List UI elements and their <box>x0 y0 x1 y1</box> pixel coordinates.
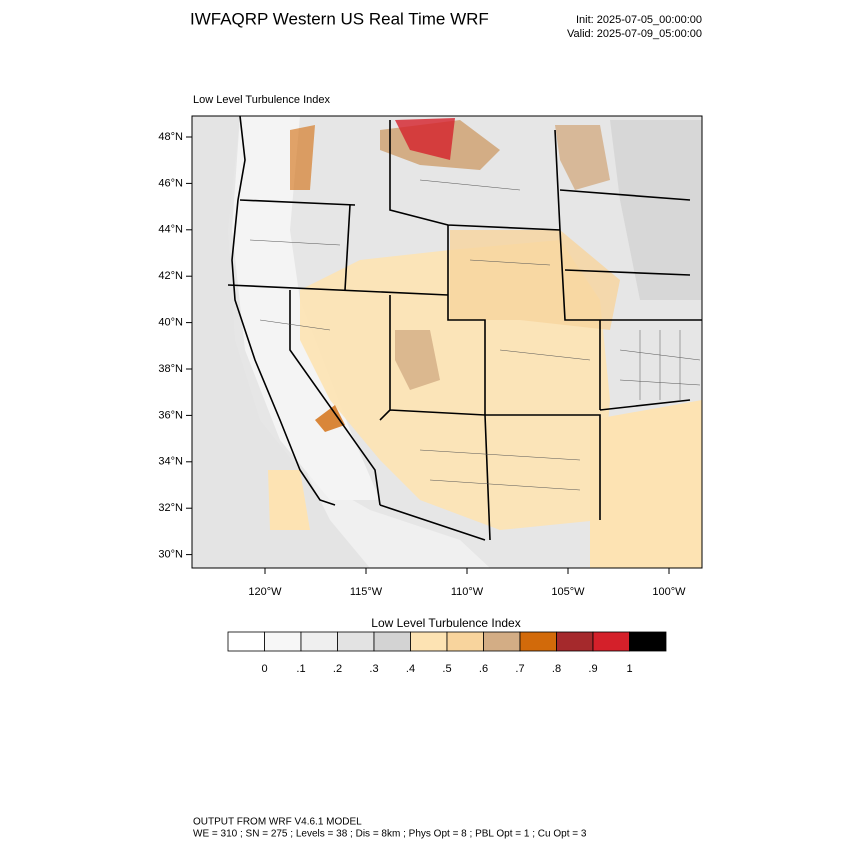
lat-label: 40°N <box>158 317 183 329</box>
colorbar-tick-label: 0 <box>261 663 267 675</box>
colorbar-box <box>337 631 375 652</box>
colorbar-box <box>410 631 448 652</box>
colorbar-box <box>483 631 521 652</box>
colorbar-box <box>373 631 411 652</box>
colorbar-box <box>300 631 338 652</box>
colorbar-tick-label: .5 <box>442 663 451 675</box>
init-time: Init: 2025-07-05_00:00:00 <box>576 14 702 26</box>
colorbar-tick-label: .1 <box>296 663 305 675</box>
footer-line: WE = 310 ; SN = 275 ; Levels = 38 ; Dis … <box>193 829 587 840</box>
map: 48°N 46°N 44°N 42°N 40°N 38°N 36°N 34°N 32°N 30°N… <box>158 115 703 598</box>
lon-label: 110°W <box>451 586 484 598</box>
lat-label: 36°N <box>158 409 183 421</box>
colorbar-tick-label: .3 <box>369 663 378 675</box>
lat-label: 42°N <box>158 270 183 282</box>
lon-label: 100°W <box>652 586 686 598</box>
lon-label: 115°W <box>350 586 383 598</box>
colorbar-tick-label: .6 <box>479 663 488 675</box>
colorbar-tick-label: .7 <box>515 663 524 675</box>
lat-label: 38°N <box>158 363 183 375</box>
map-title: Low Level Turbulence Index <box>193 94 330 106</box>
lat-label: 48°N <box>158 131 183 143</box>
colorbar-box <box>227 631 265 652</box>
colorbar: Low Level Turbulence Index 0 .1 .2 .3 .4 .5 .6… <box>227 616 667 675</box>
colorbar-box <box>446 631 484 652</box>
footer-line: OUTPUT FROM WRF V4.6.1 MODEL <box>193 817 362 828</box>
colorbar-tick-label: .9 <box>588 663 597 675</box>
lon-label: 105°W <box>551 586 585 598</box>
colorbar-title: Low Level Turbulence Index <box>371 616 520 630</box>
colorbar-box <box>629 631 667 652</box>
colorbar-box <box>519 631 557 652</box>
colorbar-tick-label: .2 <box>333 663 342 675</box>
valid-time: Valid: 2025-07-09_05:00:00 <box>567 28 702 40</box>
lat-label: 32°N <box>158 502 183 514</box>
colorbar-box <box>556 631 594 652</box>
colorbar-tick-label: .8 <box>552 663 561 675</box>
lat-label: 46°N <box>158 177 183 189</box>
title: IWFAQRP Western US Real Time WRF <box>190 9 489 28</box>
colorbar-tick-label: .4 <box>406 663 415 675</box>
colorbar-box <box>592 631 630 652</box>
lat-label: 30°N <box>158 549 183 561</box>
lat-label: 44°N <box>158 224 183 236</box>
colorbar-box <box>264 631 302 652</box>
colorbar-tick-label: 1 <box>626 663 632 675</box>
lat-label: 34°N <box>158 456 183 468</box>
lon-label: 120°W <box>248 586 282 598</box>
